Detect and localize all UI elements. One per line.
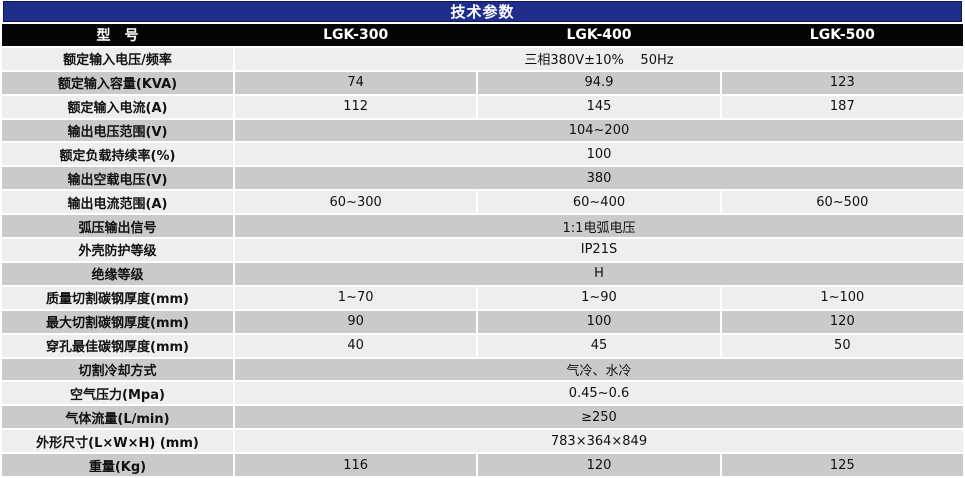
spec-row-value: 125 [721, 454, 963, 476]
spec-row-label: 质量切割碳钢厚度(mm) [2, 286, 233, 309]
spec-row-label: 输出电流范围(A) [2, 191, 233, 214]
spec-row-label: 额定输入电流(A) [2, 95, 233, 118]
model-header-row: 型 号 LGK-300 LGK-400 LGK-500 [2, 24, 963, 46]
spec-row-value: 1~70 [235, 286, 477, 309]
spec-row-value: 90 [235, 310, 477, 333]
spec-row-merged-value: 三相380V±10% 50Hz [235, 47, 963, 70]
spec-row-value: 1~90 [478, 286, 720, 309]
spec-row-label: 切割冷却方式 [2, 358, 233, 381]
spec-row-value: 145 [478, 95, 720, 118]
spec-row-value: 187 [721, 95, 963, 118]
spec-row-label: 穿孔最佳碳钢厚度(mm) [2, 334, 233, 357]
spec-row-label: 弧压输出信号 [2, 215, 233, 238]
spec-row-merged-value: ≥250 [235, 406, 963, 429]
spec-row-label: 绝缘等级 [2, 262, 233, 285]
spec-row-merged-value: 380 [235, 167, 963, 190]
spec-row-value: 112 [235, 95, 477, 118]
spec-row-value: 100 [478, 310, 720, 333]
spec-row-value: 60~500 [721, 191, 963, 214]
table-title-bar: 技术参数 [3, 1, 962, 22]
spec-row-label: 外壳防护等级 [2, 239, 233, 261]
spec-row-merged-value: IP21S [235, 239, 963, 261]
spec-row-value: 120 [478, 454, 720, 476]
spec-row-merged-value: 783×364×849 [235, 430, 963, 453]
spec-row-value: 40 [235, 334, 477, 357]
spec-table: 型 号 LGK-300 LGK-400 LGK-500 额定输入电压/频率 三相3… [2, 24, 963, 476]
spec-row-label: 空气压力(Mpa) [2, 382, 233, 405]
model-header-lgk-400: LGK-400 [566, 26, 632, 43]
spec-row-value: 120 [721, 310, 963, 333]
spec-row-label: 输出空载电压(V) [2, 167, 233, 190]
model-header-label: 型 号 [96, 27, 139, 44]
spec-row-merged-value: H [235, 262, 963, 285]
spec-row-value: 50 [721, 334, 963, 357]
spec-row-label: 气体流量(L/min) [2, 406, 233, 429]
spec-row-merged-value: 0.45~0.6 [235, 382, 963, 405]
spec-row-label: 额定负载持续率(%) [2, 143, 233, 166]
spec-row-label: 额定输入容量(KVA) [2, 71, 233, 94]
spec-row-merged-value: 104~200 [235, 119, 963, 142]
spec-row-value: 94.9 [478, 71, 720, 94]
spec-row-value: 123 [721, 71, 963, 94]
spec-row-label: 输出电压范围(V) [2, 119, 233, 142]
spec-row-label: 重量(Kg) [2, 454, 233, 476]
spec-row-merged-value: 1:1电弧电压 [235, 215, 963, 238]
spec-row-label: 最大切割碳钢厚度(mm) [2, 310, 233, 333]
spec-row-value: 74 [235, 71, 477, 94]
spec-row-label: 额定输入电压/频率 [2, 47, 233, 70]
table-title: 技术参数 [450, 3, 515, 21]
spec-row-merged-value: 100 [235, 143, 963, 166]
spec-row-value: 1~100 [721, 286, 963, 309]
spec-row-value: 60~300 [235, 191, 477, 214]
spec-row-label: 外形尺寸(L×W×H) (mm) [2, 430, 233, 453]
spec-row-value: 45 [478, 334, 720, 357]
model-header-lgk-300: LGK-300 [323, 26, 389, 43]
spec-row-value: 116 [235, 454, 477, 476]
spec-row-value: 60~400 [478, 191, 720, 214]
model-header-lgk-500: LGK-500 [809, 26, 875, 43]
spec-row-merged-value: 气冷、水冷 [235, 358, 963, 381]
